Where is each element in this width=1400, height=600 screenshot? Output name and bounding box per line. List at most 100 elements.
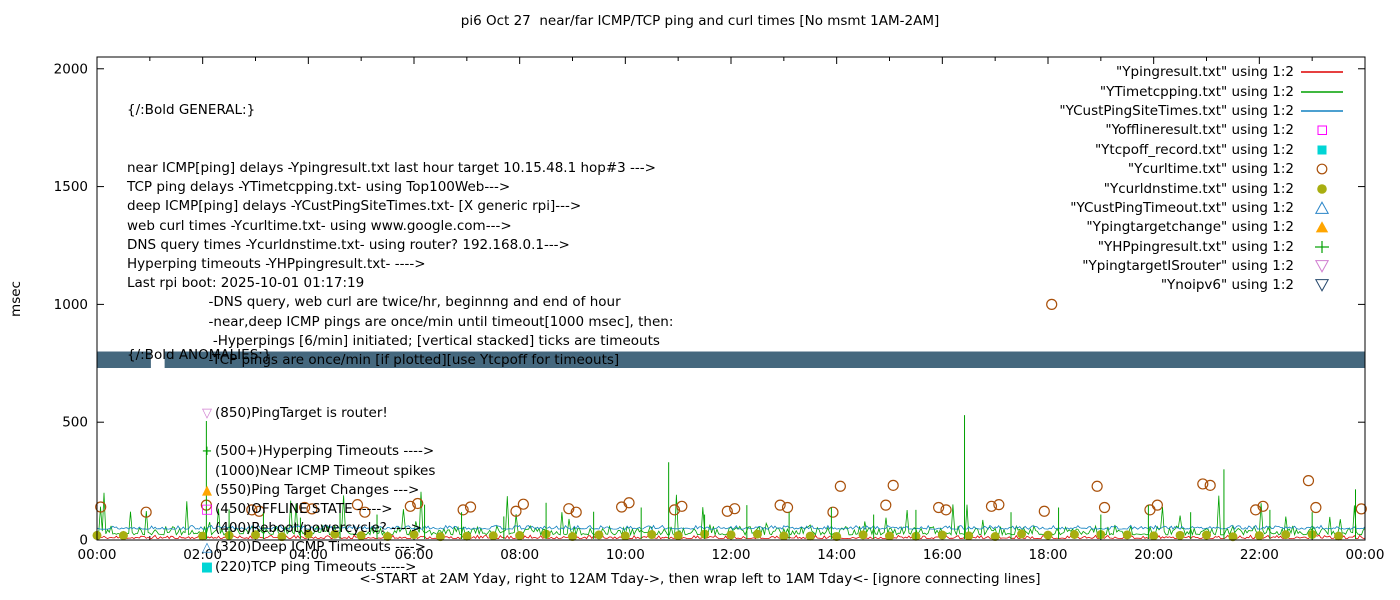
legend-entry-label: "YCustPingSiteTimes.txt" using 1:2 <box>1059 102 1294 119</box>
anomaly-text: (1000)Near ICMP Timeout spikes <box>215 462 436 479</box>
dns-point <box>885 531 894 541</box>
legend-entry-label: "Ypingtargetchange" using 1:2 <box>1086 219 1294 236</box>
curl-point <box>1098 501 1111 514</box>
dns-point <box>198 531 208 541</box>
legend-entry: "Ycurltime.txt" using 1:2 <box>940 159 1346 178</box>
deep-icmp-series <box>96 524 1366 530</box>
legend-entry-label: "Yofflineresult.txt" using 1:2 <box>1105 122 1294 139</box>
curl-point <box>517 498 529 510</box>
curl-point <box>299 501 311 514</box>
anomalies-heading: {/:Bold ANOMALIES:} <box>127 347 272 364</box>
dns-point <box>251 530 260 540</box>
curl-point <box>253 505 265 517</box>
legend-entry: "Ypingtargetchange" using 1:2 <box>940 218 1346 237</box>
tcpoff-legend-marker-icon <box>1317 145 1327 155</box>
curl-point <box>933 501 945 514</box>
curl-point <box>1355 503 1367 515</box>
x-tick-label: 00:00 <box>78 547 117 563</box>
general-line: Last rpi boot: 2025-10-01 01:17:19 <box>127 275 365 292</box>
hp-ping-legend-marker-icon <box>1315 240 1329 253</box>
anomaly-item: □ (450)OFFLINE STATE -----> <box>127 500 435 519</box>
dns-point <box>1069 529 1079 539</box>
anomalies-annotations: {/:Bold ANOMALIES:} ▽ (850)PingTarget is … <box>127 308 435 600</box>
dns-point <box>1281 530 1291 540</box>
curl-point <box>1257 500 1269 512</box>
y-tick-label: 1500 <box>54 179 88 195</box>
anomaly-item: △ (320)Deep ICMP Timeouts ----> <box>127 538 435 557</box>
curl-point <box>774 499 786 511</box>
x-tick-label: 04:00 <box>289 547 328 563</box>
anomaly-item: ▲ (550)Ping Target Changes ---> <box>127 481 435 500</box>
curl-point <box>1144 504 1156 516</box>
legend-entry-label: "YTimetcpping.txt" using 1:2 <box>1099 83 1294 100</box>
dns-point <box>1149 531 1159 541</box>
curl-point <box>563 503 575 515</box>
curl-point <box>464 501 477 513</box>
pingtarget-isrouter-legend-marker-icon <box>1314 260 1330 273</box>
curl-point <box>351 499 364 511</box>
legend-entry: "YHPpingresult.txt" using 1:2 <box>940 237 1346 256</box>
anomaly-marker-icon: + <box>201 444 213 460</box>
x-tick-label: 18:00 <box>1029 547 1068 563</box>
curl-point <box>676 500 688 512</box>
x-tick-label: 22:00 <box>1240 547 1279 563</box>
plot-frame <box>96 56 1366 541</box>
anomaly-item: ▽ (850)PingTarget is router! <box>127 404 435 423</box>
legend: "Ypingresult.txt" using 1:2 "YTimetcpping… <box>940 63 1346 296</box>
general-line: near ICMP[ping] delays -Ypingresult.txt … <box>127 160 656 177</box>
general-line: TCP ping delays -YTimetcpping.txt- using… <box>127 179 511 196</box>
x-tick-label: 08:00 <box>500 547 539 563</box>
y-tick-label: 0 <box>79 533 88 549</box>
dns-point <box>805 531 815 541</box>
curl-point <box>1091 480 1103 492</box>
dns-point <box>1254 531 1264 541</box>
x-tick-label: 14:00 <box>817 547 856 563</box>
x-axis-label: <-START at 2AM Yday, right to 12AM Tday-… <box>359 571 1041 587</box>
legend-entry-label: "YHPpingresult.txt" using 1:2 <box>1097 238 1294 255</box>
dns-point <box>409 530 419 540</box>
legend-entry-label: "Ypingresult.txt" using 1:2 <box>1116 64 1294 81</box>
y-tick-label: 500 <box>62 415 88 431</box>
dns-point <box>435 532 445 542</box>
x-tick-label: 16:00 <box>923 547 962 563</box>
dns-point <box>1334 531 1344 541</box>
dns-point <box>1202 530 1211 540</box>
y-tick-label: 1000 <box>54 297 88 313</box>
dns-point <box>1017 529 1027 539</box>
chart-title: pi6 Oct 27 near/far ICMP/TCP ping and cu… <box>460 13 940 29</box>
general-annotations: {/:Bold GENERAL:} near ICMP[ping] delays… <box>127 63 673 370</box>
dns-point <box>620 531 630 541</box>
curl-point <box>623 497 635 509</box>
dns-point <box>277 532 287 542</box>
curl-point <box>1046 298 1058 310</box>
dns-point <box>118 530 128 540</box>
x-tick-label: 12:00 <box>712 547 751 563</box>
x-tick-label: 00:00 <box>1346 547 1385 563</box>
curl-point <box>412 497 424 510</box>
curl-point <box>721 505 733 517</box>
legend-entry-label: "Ynoipv6" using 1:2 <box>1160 277 1294 294</box>
curl-point <box>306 503 318 515</box>
dns-point <box>594 530 604 540</box>
y-tick-label: 2000 <box>54 61 88 77</box>
general-line: -Hyperpings [6/min] initiated; [vertical… <box>127 332 660 349</box>
offline-legend-marker-icon <box>1317 125 1327 136</box>
noipv6-band <box>97 351 151 369</box>
dns-point <box>964 531 974 541</box>
anomaly-item: ■ (220)TCP ping Timeouts -----> <box>127 558 435 577</box>
anomaly-item: + (500+)Hyperping Timeouts ----> <box>127 442 435 461</box>
dns-point <box>515 530 525 540</box>
curl-point <box>1038 505 1050 517</box>
dns-point <box>990 532 1000 542</box>
legend-entry: "Ycurldnstime.txt" using 1:2 <box>940 179 1346 198</box>
curl-point <box>616 501 628 513</box>
y-axis-label: msec <box>8 281 24 317</box>
legend-entry: "YpingtargetISrouter" using 1:2 <box>940 256 1346 275</box>
dns-point <box>356 531 366 541</box>
curl-point <box>1250 504 1262 516</box>
legend-entry-label: "YpingtargetISrouter" using 1:2 <box>1082 258 1294 275</box>
anomaly-text: (220)TCP ping Timeouts -----> <box>215 558 417 575</box>
curl-point <box>1204 479 1216 491</box>
curl-point <box>940 504 952 516</box>
curl-point <box>834 480 846 492</box>
